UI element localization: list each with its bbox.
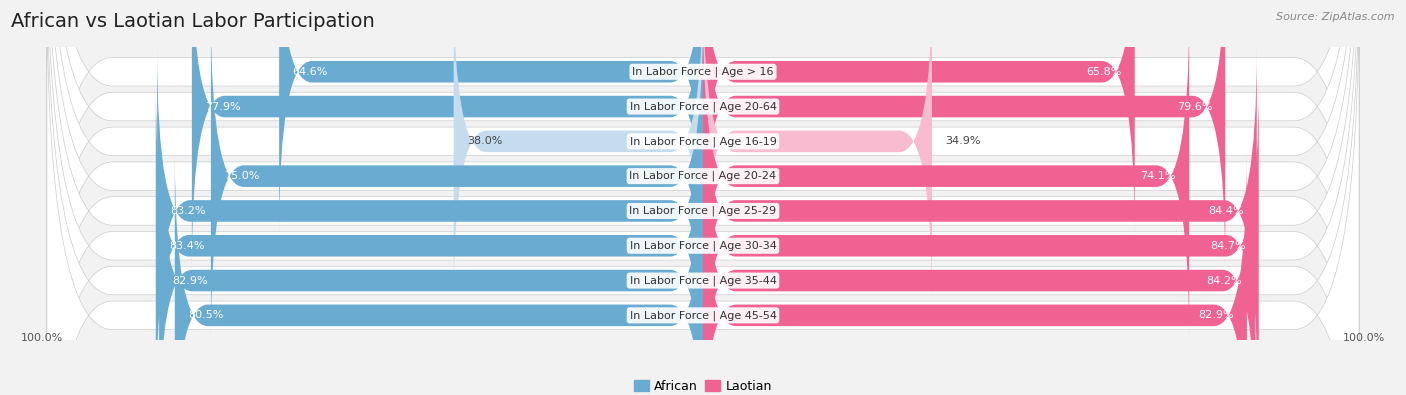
Text: 74.1%: 74.1% bbox=[1140, 171, 1175, 181]
Text: In Labor Force | Age 16-19: In Labor Force | Age 16-19 bbox=[630, 136, 776, 147]
Text: In Labor Force | Age 35-44: In Labor Force | Age 35-44 bbox=[630, 275, 776, 286]
Text: 84.4%: 84.4% bbox=[1208, 206, 1244, 216]
Text: 77.9%: 77.9% bbox=[205, 102, 240, 111]
Text: 34.9%: 34.9% bbox=[945, 136, 980, 147]
FancyBboxPatch shape bbox=[46, 0, 1360, 395]
FancyBboxPatch shape bbox=[46, 0, 1360, 395]
Text: In Labor Force | Age 45-54: In Labor Force | Age 45-54 bbox=[630, 310, 776, 321]
FancyBboxPatch shape bbox=[46, 0, 1360, 395]
Text: 83.2%: 83.2% bbox=[170, 206, 205, 216]
FancyBboxPatch shape bbox=[159, 117, 703, 395]
Text: Source: ZipAtlas.com: Source: ZipAtlas.com bbox=[1277, 12, 1395, 22]
FancyBboxPatch shape bbox=[211, 13, 703, 339]
FancyBboxPatch shape bbox=[703, 83, 1258, 395]
Text: 64.6%: 64.6% bbox=[292, 67, 328, 77]
Text: In Labor Force | Age 25-29: In Labor Force | Age 25-29 bbox=[630, 206, 776, 216]
Text: In Labor Force | Age 30-34: In Labor Force | Age 30-34 bbox=[630, 241, 776, 251]
Text: 84.7%: 84.7% bbox=[1211, 241, 1246, 251]
Text: In Labor Force | Age 20-24: In Labor Force | Age 20-24 bbox=[630, 171, 776, 181]
Text: 38.0%: 38.0% bbox=[467, 136, 502, 147]
Text: 100.0%: 100.0% bbox=[21, 333, 63, 343]
FancyBboxPatch shape bbox=[703, 152, 1247, 395]
Text: 79.6%: 79.6% bbox=[1177, 102, 1212, 111]
Text: In Labor Force | Age > 16: In Labor Force | Age > 16 bbox=[633, 66, 773, 77]
FancyBboxPatch shape bbox=[703, 0, 1225, 270]
Text: African vs Laotian Labor Participation: African vs Laotian Labor Participation bbox=[11, 12, 375, 31]
FancyBboxPatch shape bbox=[703, 0, 932, 305]
Legend: African, Laotian: African, Laotian bbox=[630, 375, 776, 395]
FancyBboxPatch shape bbox=[703, 13, 1189, 339]
FancyBboxPatch shape bbox=[174, 152, 703, 395]
Text: 82.9%: 82.9% bbox=[1198, 310, 1234, 320]
FancyBboxPatch shape bbox=[191, 0, 703, 270]
FancyBboxPatch shape bbox=[703, 0, 1135, 235]
Text: 82.9%: 82.9% bbox=[172, 276, 208, 286]
Text: 100.0%: 100.0% bbox=[1343, 333, 1385, 343]
FancyBboxPatch shape bbox=[157, 48, 703, 374]
Text: 80.5%: 80.5% bbox=[188, 310, 224, 320]
Text: 84.2%: 84.2% bbox=[1206, 276, 1243, 286]
FancyBboxPatch shape bbox=[46, 0, 1360, 395]
FancyBboxPatch shape bbox=[454, 0, 703, 305]
FancyBboxPatch shape bbox=[46, 0, 1360, 395]
FancyBboxPatch shape bbox=[156, 83, 703, 395]
FancyBboxPatch shape bbox=[703, 48, 1257, 374]
FancyBboxPatch shape bbox=[46, 0, 1360, 395]
FancyBboxPatch shape bbox=[46, 0, 1360, 395]
FancyBboxPatch shape bbox=[703, 117, 1256, 395]
Text: In Labor Force | Age 20-64: In Labor Force | Age 20-64 bbox=[630, 101, 776, 112]
FancyBboxPatch shape bbox=[46, 0, 1360, 395]
Text: 65.8%: 65.8% bbox=[1087, 67, 1122, 77]
Text: 75.0%: 75.0% bbox=[224, 171, 259, 181]
Text: 83.4%: 83.4% bbox=[169, 241, 204, 251]
FancyBboxPatch shape bbox=[280, 0, 703, 235]
